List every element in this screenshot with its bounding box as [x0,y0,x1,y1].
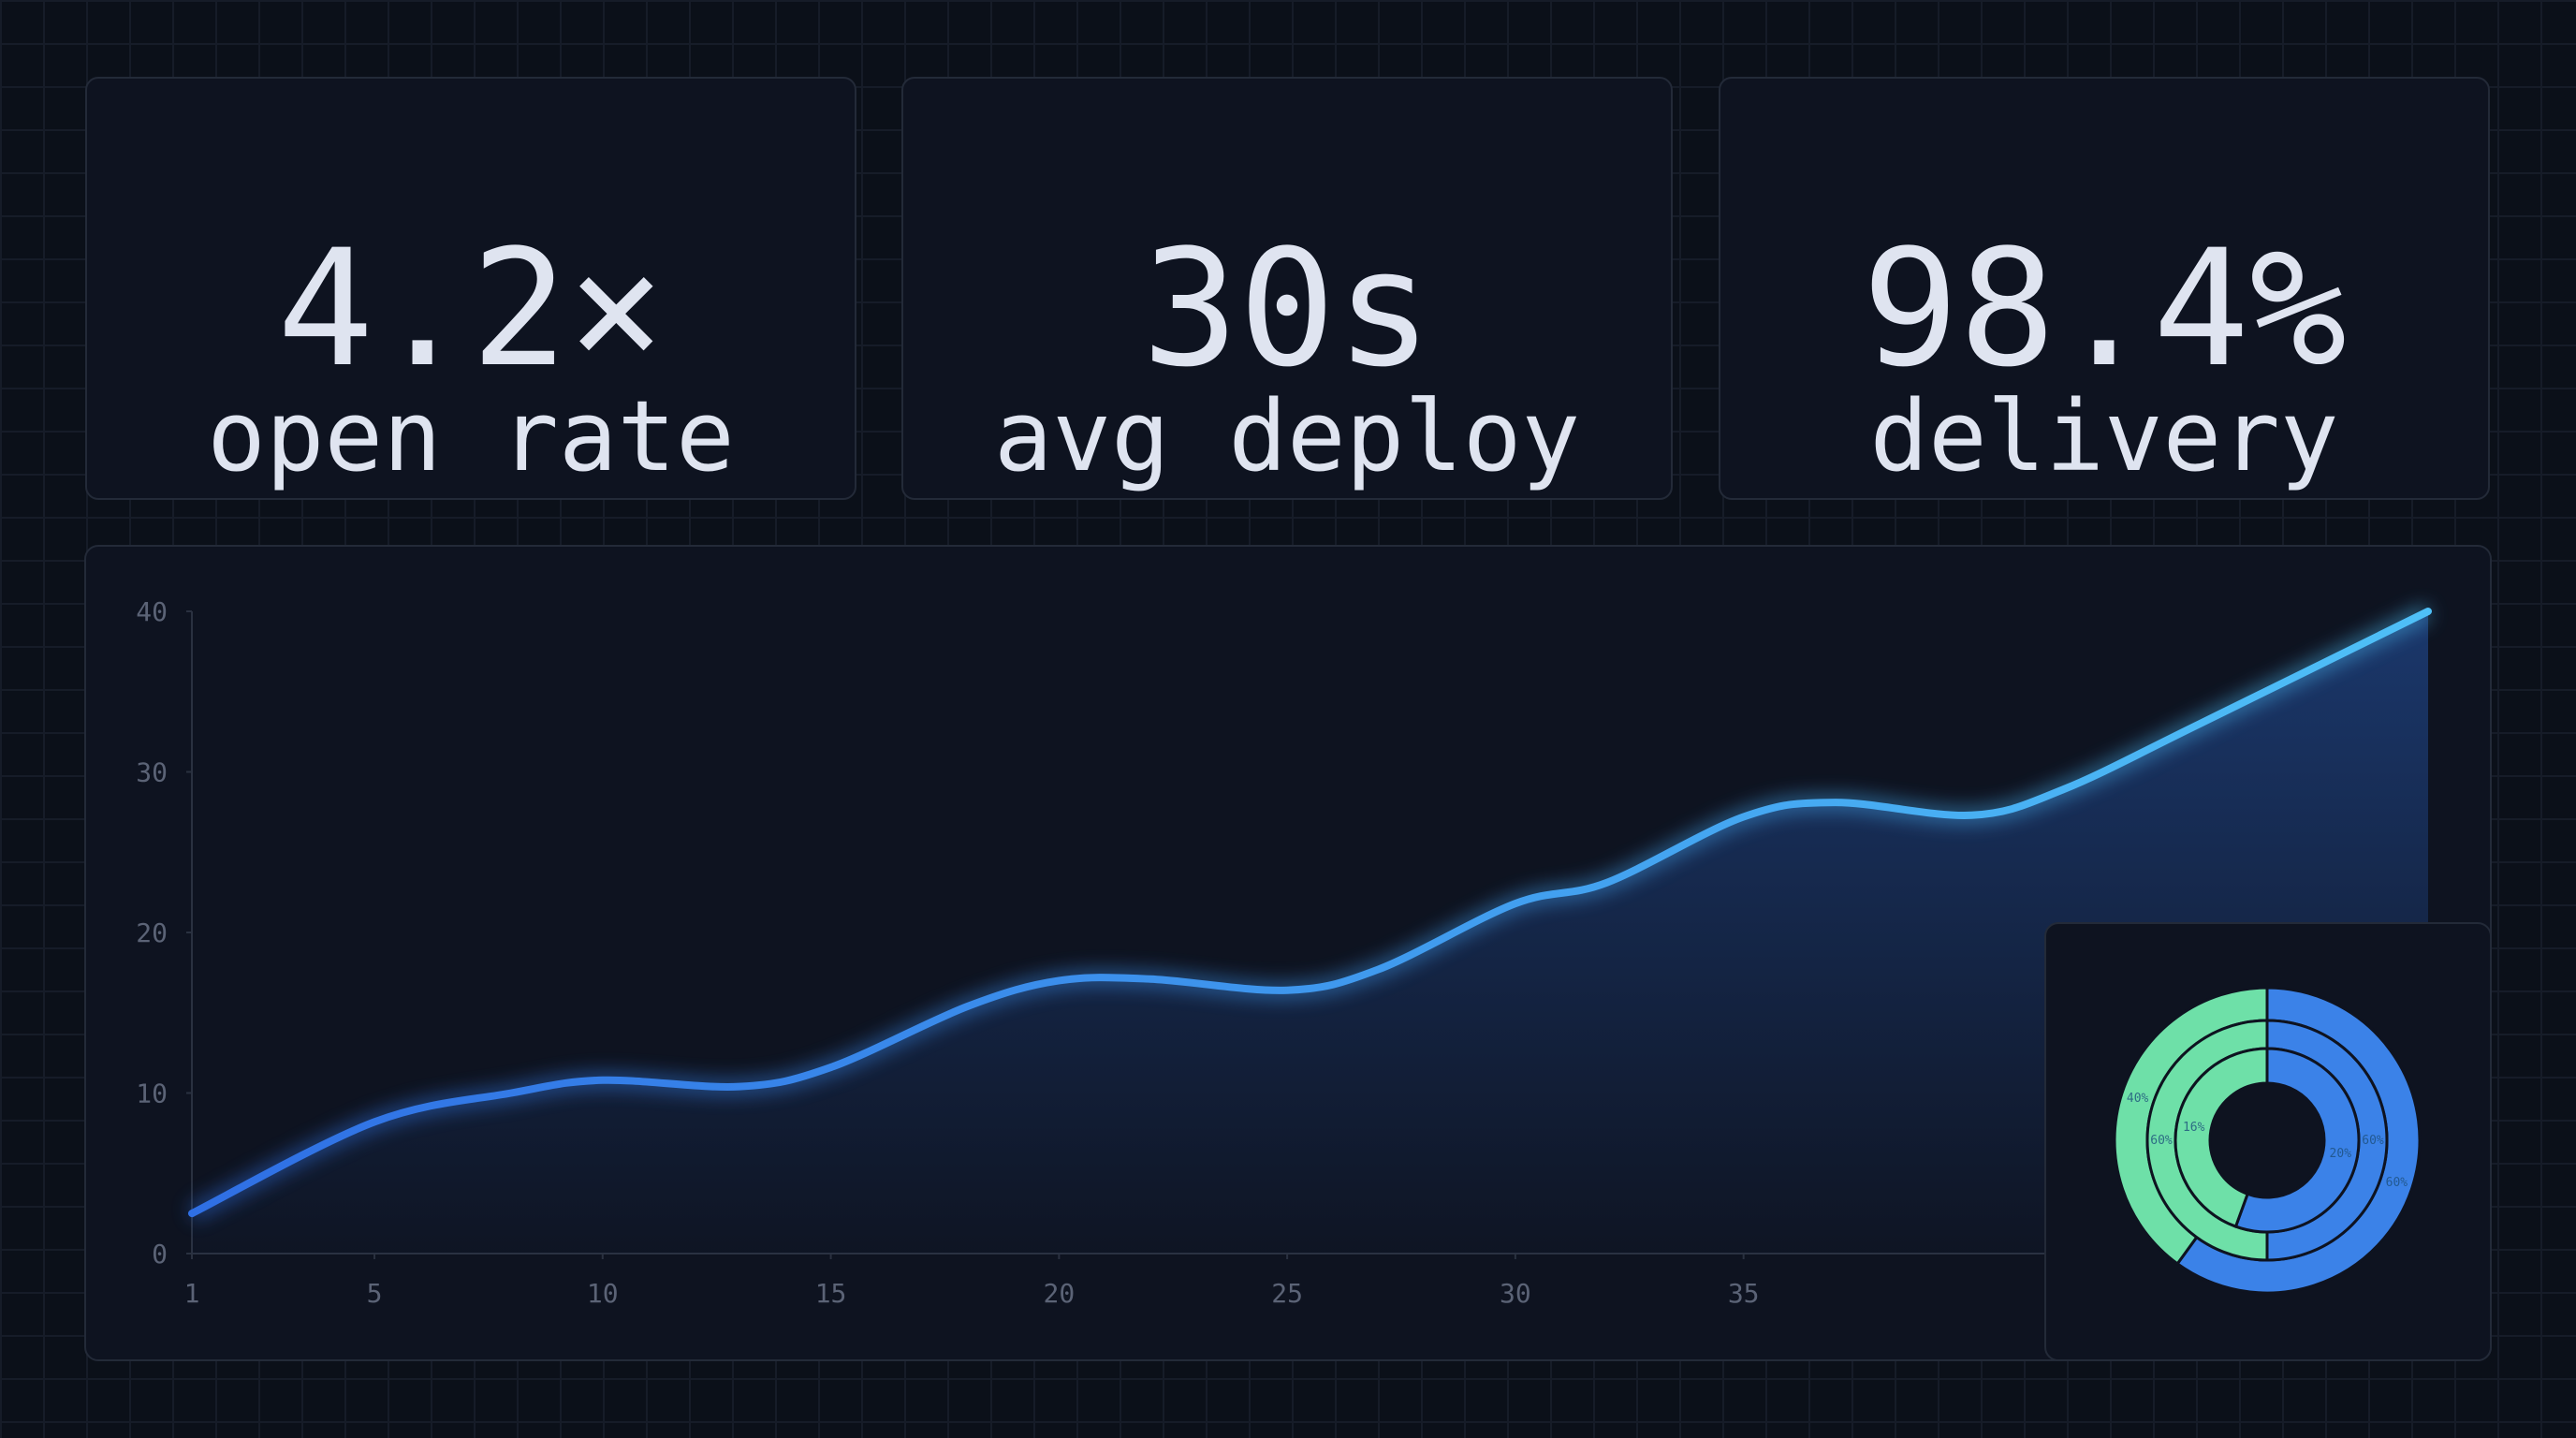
donut-panel [2044,922,2492,1361]
donut-segment [2174,1047,2269,1229]
donut-label: 60% [2150,1134,2173,1148]
y-tick-label: 0 [152,1239,168,1269]
donut-label: 20% [2330,1147,2352,1161]
donut-label: 40% [2127,1092,2149,1106]
stat-card: 30s avg deploy [901,77,1673,500]
stat-card: 4.2× open rate [85,77,856,500]
donut-label: 60% [2386,1176,2408,1190]
stat-card: 98.4% delivery [1719,77,2490,500]
stat-label: avg deploy [993,379,1581,493]
y-tick-label: 40 [136,596,168,627]
y-tick-label: 30 [136,757,168,788]
donut-label: 16% [2183,1121,2205,1135]
x-tick-label: 1 [184,1278,200,1309]
y-tick-label: 10 [136,1078,168,1109]
stat-value: 4.2× [276,214,666,403]
stat-value: 30s [1141,214,1433,403]
x-tick-label: 20 [1043,1278,1075,1309]
line [188,608,2432,1218]
stat-value: 98.4% [1862,214,2347,403]
x-tick-label: 25 [1271,1278,1303,1309]
stat-label: open rate [207,379,735,493]
stat-label: delivery [1869,379,2339,493]
x-tick-label: 10 [587,1278,619,1309]
donut-chart: 60% 40% 60% 60% 20% 16% [2113,986,2422,1295]
donut-segment [2233,1047,2361,1234]
x-tick-label: 30 [1500,1278,1531,1309]
donut-label: 60% [2362,1134,2384,1148]
x-tick-label: 35 [1728,1278,1760,1309]
y-tick-label: 20 [136,917,168,948]
x-tick-label: 5 [367,1278,383,1309]
x-tick-label: 15 [815,1278,847,1309]
